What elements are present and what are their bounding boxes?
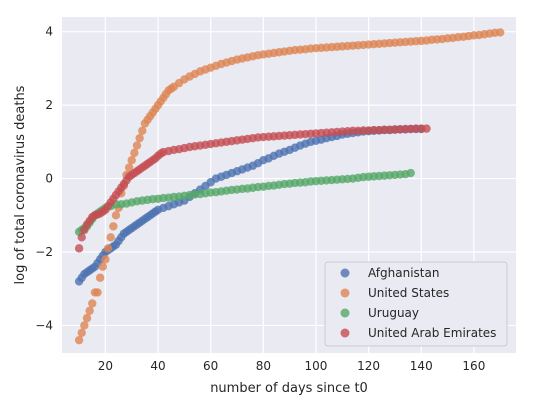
x-tick-label: 40 [150,359,165,373]
series-united-arab-emirates [74,124,431,253]
legend: Afghanistan United States Uruguay United Ar… [324,261,508,347]
y-tick-label: 2 [45,98,53,112]
legend-marker [340,308,350,318]
data-point [82,313,92,323]
data-point [103,244,113,253]
data-point [132,141,142,150]
data-point [135,133,144,143]
data-point [88,299,97,308]
tick-labels: 20 40 60 80 100 120 140 160 −4 −2 0 2 4 [35,25,485,373]
legend-box [324,261,508,347]
y-tick-label: 0 [45,172,53,186]
data-point [106,233,115,242]
data-point [85,306,94,315]
x-tick-label: 160 [462,359,485,373]
x-tick-label: 60 [203,359,218,373]
data-point [406,168,415,178]
y-tick-label: −2 [35,245,53,259]
data-point [109,222,118,231]
data-point [77,233,86,242]
data-point [496,28,505,37]
data-point [74,335,84,345]
data-point [93,288,102,297]
y-tick-label: 4 [45,25,53,39]
data-point [74,244,84,253]
legend-label: United States [368,286,449,300]
x-axis-label: number of days since t0 [210,381,368,396]
x-tick-label: 80 [256,359,271,373]
data-point [111,211,121,220]
data-point [127,156,136,165]
x-tick-label: 20 [98,359,113,373]
data-point [101,255,110,264]
x-tick-label: 120 [357,359,380,373]
data-point [422,124,431,133]
data-point [77,328,86,338]
data-point [95,273,105,282]
legend-marker [340,328,350,338]
x-tick-label: 140 [410,359,433,373]
y-tick-label: −4 [35,318,53,332]
legend-marker [340,268,350,278]
data-point [130,148,139,158]
legend-marker [340,288,350,298]
data-point [80,321,89,330]
x-tick-label: 100 [305,359,328,373]
data-point [138,126,147,136]
data-points [74,28,505,345]
data-point [124,163,134,172]
y-axis-label: log of total coronavirus deaths [13,85,28,284]
data-point [98,262,107,271]
legend-label: Afghanistan [368,266,439,280]
legend-label: Uruguay [368,306,419,320]
legend-label: United Arab Emirates [368,326,496,340]
